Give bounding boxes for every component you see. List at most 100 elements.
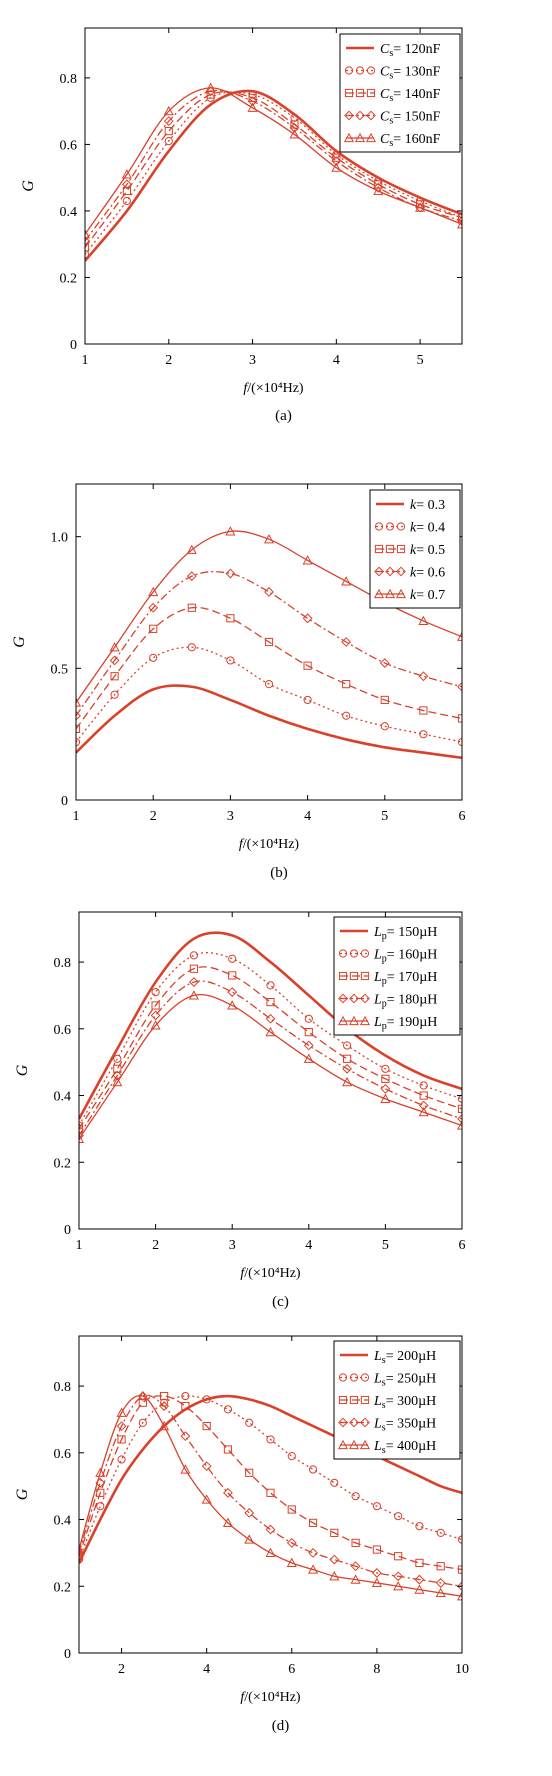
legend-entry: k= 0.3 (376, 498, 445, 513)
data-point-marker (414, 1584, 425, 1594)
data-point-marker (244, 1534, 255, 1544)
legend-entry-label: Ls= 200µH (373, 1349, 436, 1366)
data-point-marker (151, 1001, 160, 1010)
data-point-marker (330, 1528, 339, 1537)
data-point-marker (303, 695, 312, 705)
data-point-marker (264, 587, 274, 597)
legend-entry-label: Cs= 120nF (380, 42, 441, 59)
data-point-marker (164, 136, 173, 146)
data-point-marker (85, 228, 91, 239)
data-point-marker (96, 1488, 105, 1497)
data-point-marker (381, 1064, 390, 1073)
data-point-marker (419, 1091, 428, 1100)
x-tick-label: 4 (304, 809, 311, 824)
data-point-marker (308, 1564, 319, 1574)
y-tick-label: 0.6 (60, 138, 78, 153)
data-point-marker (457, 681, 462, 692)
y-tick-label: 0 (64, 1223, 71, 1238)
data-point-marker (418, 671, 429, 682)
legend-marker (396, 522, 406, 531)
data-point-marker (113, 1054, 122, 1063)
legend-entry-label: k= 0.6 (410, 566, 445, 581)
data-point-marker (163, 116, 174, 127)
legend-marker (360, 993, 370, 1004)
chart-panel-0: 1 2 3 4 5 0 0.2 0.4 0.6 0.8 Gf/(×10⁴Hz) (a) Cs= 120n… (20, 27, 463, 424)
data-point-marker (138, 1418, 147, 1427)
legend-marker (344, 66, 354, 75)
series-line (76, 606, 462, 730)
data-point-marker (331, 162, 342, 172)
x-tick-label: 2 (152, 1238, 159, 1253)
data-point-marker (308, 1518, 318, 1527)
data-point-marker (342, 680, 351, 689)
panel-label: (d) (272, 1718, 290, 1734)
y-tick-label: 1.0 (51, 531, 69, 546)
legend-marker (337, 1439, 349, 1450)
data-point-marker (264, 680, 274, 689)
legend-entry: k= 0.6 (374, 566, 445, 581)
data-point-marker (419, 1081, 428, 1090)
data-point-marker (159, 1401, 170, 1411)
data-point-marker (160, 1391, 169, 1401)
y-axis-title: G (20, 180, 37, 192)
data-point-marker (380, 1093, 391, 1103)
data-point-marker (303, 1040, 314, 1051)
data-point-marker (266, 981, 275, 990)
data-point-marker (181, 1391, 190, 1401)
data-point-marker (150, 1010, 161, 1021)
data-point-marker (302, 613, 313, 624)
data-point-marker (380, 1083, 391, 1094)
data-point-marker (148, 602, 159, 613)
legend-entry: Ls= 200µH (340, 1349, 436, 1366)
data-point-marker (264, 637, 274, 647)
data-point-marker (456, 1591, 462, 1601)
series-line (79, 1394, 462, 1564)
legend-marker (355, 66, 365, 75)
legend-marker (349, 993, 359, 1004)
x-axis-title: f/(×10⁴Hz) (243, 381, 304, 396)
data-point-marker (113, 1064, 122, 1073)
data-point-marker (227, 987, 238, 997)
data-point-marker (201, 1494, 212, 1504)
x-tick-label: 6 (459, 809, 466, 824)
chart-panel-3: 2 4 6 8 10 0 0.2 0.4 0.6 0.8 Gf/(×10⁴Hz) (d) Ls= 200… (14, 1335, 469, 1734)
x-tick-label: 2 (150, 809, 157, 824)
legend-marker (338, 993, 348, 1004)
legend-marker (349, 971, 359, 981)
plot-area-frame (78, 911, 463, 1230)
series-2 (79, 1391, 462, 1574)
legend-entry-label: k= 0.4 (410, 521, 445, 536)
data-point-marker (436, 1528, 445, 1537)
data-point-marker (394, 1552, 403, 1561)
data-point-marker (117, 1435, 126, 1444)
legend-marker (359, 1439, 371, 1450)
y-tick-label: 0.2 (54, 1580, 72, 1595)
data-point-marker (116, 1421, 127, 1432)
legend: Lp= 150µH Lp= 160µH Lp= 170µH Lp= 180µH Lp= … (333, 916, 461, 1036)
data-point-marker (342, 711, 351, 720)
x-axis-title: f/(×10⁴Hz) (239, 837, 300, 852)
x-tick-label: 3 (227, 809, 234, 824)
plot-area-frame (78, 1335, 463, 1654)
legend-marker (355, 88, 365, 98)
legend-marker (338, 1395, 348, 1405)
data-point-marker (149, 624, 158, 633)
legend-entry-label: Cs= 140nF (380, 87, 441, 104)
data-point-marker (415, 1558, 424, 1568)
data-point-marker (263, 534, 275, 544)
data-point-marker (457, 1581, 462, 1592)
data-point-marker (341, 637, 352, 647)
series-line (85, 91, 462, 248)
series-line (79, 1394, 462, 1597)
legend-entry-label: Lp= 170µH (373, 970, 437, 987)
data-point-marker (372, 1502, 381, 1511)
legend-entry: Ls= 400µH (337, 1439, 436, 1456)
legend-marker (385, 566, 395, 577)
legend-marker (384, 588, 396, 599)
data-point-marker (95, 1467, 106, 1477)
legend-entry-label: Ls= 300µH (373, 1394, 436, 1411)
legend-entry: Cs= 140nF (344, 87, 441, 104)
data-point-marker (181, 1401, 190, 1411)
data-point-marker (350, 1561, 361, 1572)
data-point-marker (287, 1452, 296, 1461)
